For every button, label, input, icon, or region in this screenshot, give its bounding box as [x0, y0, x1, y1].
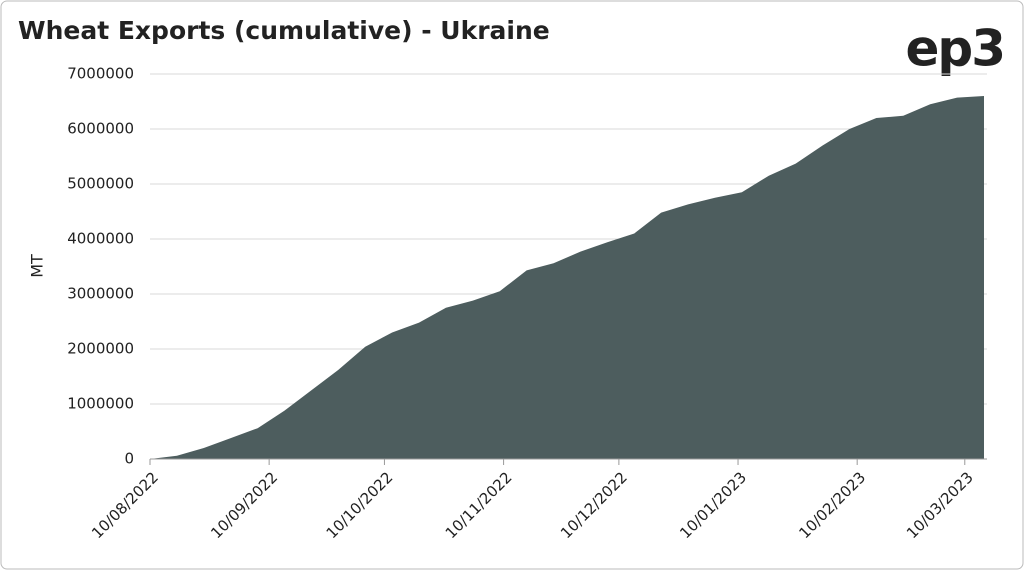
y-tick-label: 7000000 — [67, 65, 134, 83]
y-axis-label: MT — [28, 254, 47, 278]
y-tick-label: 1000000 — [67, 395, 134, 413]
logo: ep3 — [906, 20, 1005, 78]
y-tick-label: 0 — [124, 450, 134, 468]
area — [150, 96, 984, 459]
y-tick-label: 2000000 — [67, 340, 134, 358]
y-tick-label: 4000000 — [67, 230, 134, 248]
y-tick-label: 6000000 — [67, 120, 134, 138]
y-tick-label: 3000000 — [67, 285, 134, 303]
y-tick-label: 5000000 — [67, 175, 134, 193]
chart-title: Wheat Exports (cumulative) - Ukraine — [18, 16, 550, 45]
